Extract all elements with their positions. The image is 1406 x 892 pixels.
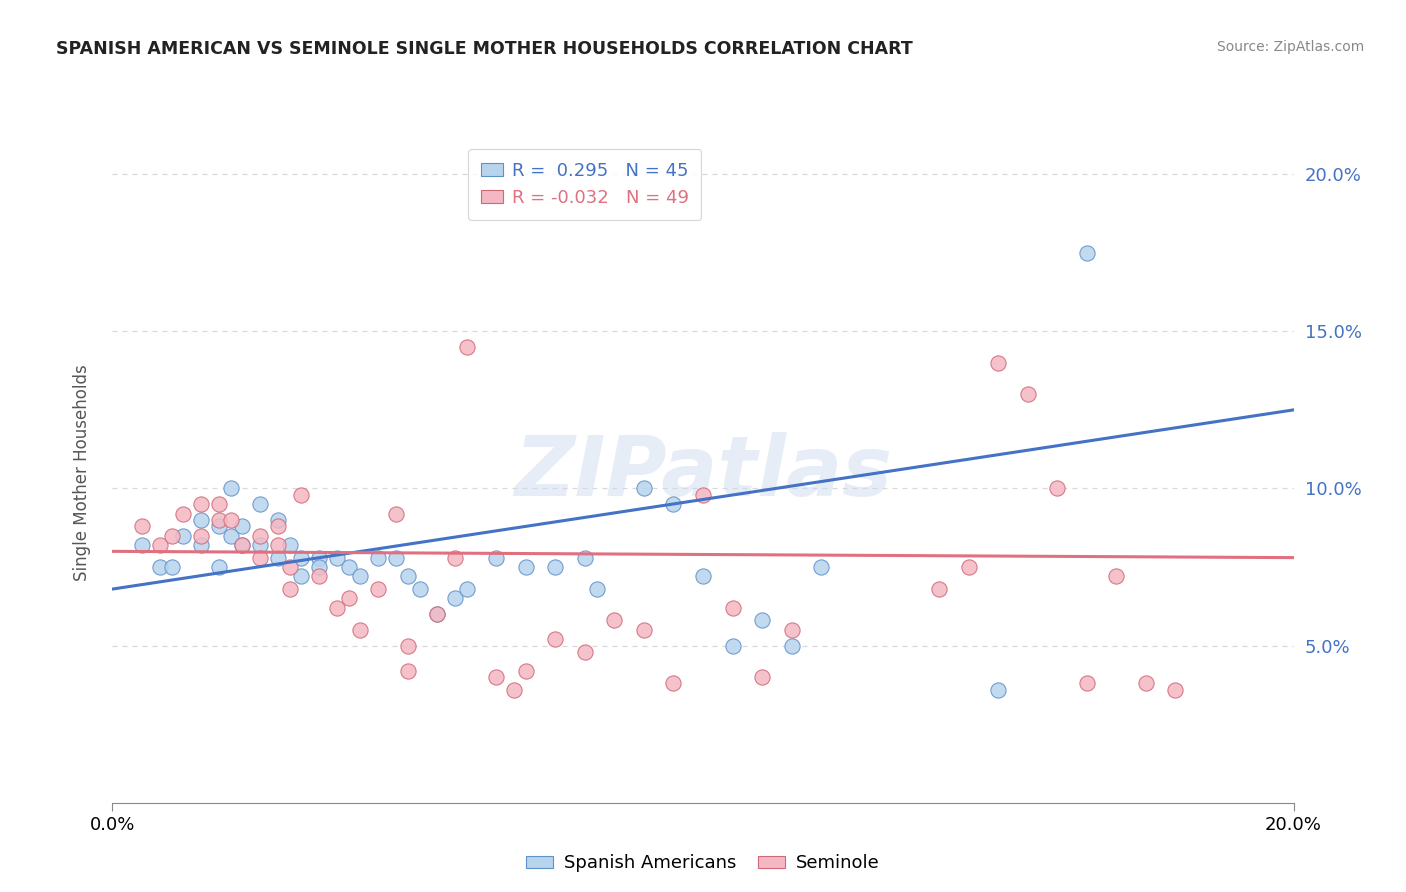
Point [1164,682,1187,697]
Point [515,560,537,574]
Point [780,623,803,637]
Point [326,601,349,615]
Point [957,560,980,574]
Point [987,682,1010,697]
Point [308,569,330,583]
Point [456,582,478,596]
Point [190,497,212,511]
Point [1076,676,1098,690]
Point [149,538,172,552]
Point [231,538,253,552]
Point [503,682,526,697]
Point [267,513,290,527]
Point [131,519,153,533]
Point [208,513,231,527]
Point [249,550,271,565]
Point [574,645,596,659]
Y-axis label: Single Mother Households: Single Mother Households [73,365,91,581]
Point [172,507,194,521]
Point [633,623,655,637]
Point [267,538,290,552]
Point [190,528,212,542]
Point [219,528,242,542]
Point [692,569,714,583]
Point [662,497,685,511]
Point [367,550,389,565]
Point [751,670,773,684]
Point [337,591,360,606]
Point [349,569,371,583]
Point [426,607,449,622]
Point [662,676,685,690]
Text: SPANISH AMERICAN VS SEMINOLE SINGLE MOTHER HOUSEHOLDS CORRELATION CHART: SPANISH AMERICAN VS SEMINOLE SINGLE MOTH… [56,40,912,58]
Point [149,560,172,574]
Point [131,538,153,552]
Point [249,538,271,552]
Point [249,497,271,511]
Point [426,607,449,622]
Point [367,582,389,596]
Point [190,538,212,552]
Point [349,623,371,637]
Point [267,550,290,565]
Point [208,560,231,574]
Point [267,519,290,533]
Text: ZIPatlas: ZIPatlas [515,433,891,513]
Point [385,550,408,565]
Point [515,664,537,678]
Point [290,550,312,565]
Point [326,550,349,565]
Point [249,528,271,542]
Point [585,582,607,596]
Point [219,513,242,527]
Point [160,560,183,574]
Point [928,582,950,596]
Point [544,632,567,647]
Point [1105,569,1128,583]
Point [208,497,231,511]
Point [485,550,508,565]
Point [751,614,773,628]
Point [190,513,212,527]
Point [1076,245,1098,260]
Point [396,639,419,653]
Point [456,340,478,354]
Point [603,614,626,628]
Legend: Spanish Americans, Seminole: Spanish Americans, Seminole [519,847,887,880]
Point [810,560,832,574]
Point [721,601,744,615]
Point [308,560,330,574]
Point [396,569,419,583]
Point [1017,387,1039,401]
Point [337,560,360,574]
Point [692,488,714,502]
Point [408,582,430,596]
Point [278,560,301,574]
Point [574,550,596,565]
Point [396,664,419,678]
Point [633,482,655,496]
Point [208,519,231,533]
Point [278,582,301,596]
Point [219,482,242,496]
Point [290,569,312,583]
Point [385,507,408,521]
Point [987,356,1010,370]
Point [444,591,467,606]
Point [172,528,194,542]
Point [231,519,253,533]
Point [160,528,183,542]
Point [485,670,508,684]
Point [1046,482,1069,496]
Text: Source: ZipAtlas.com: Source: ZipAtlas.com [1216,40,1364,54]
Point [544,560,567,574]
Point [1135,676,1157,690]
Point [308,550,330,565]
Point [444,550,467,565]
Point [780,639,803,653]
Point [290,488,312,502]
Point [278,538,301,552]
Point [721,639,744,653]
Point [231,538,253,552]
